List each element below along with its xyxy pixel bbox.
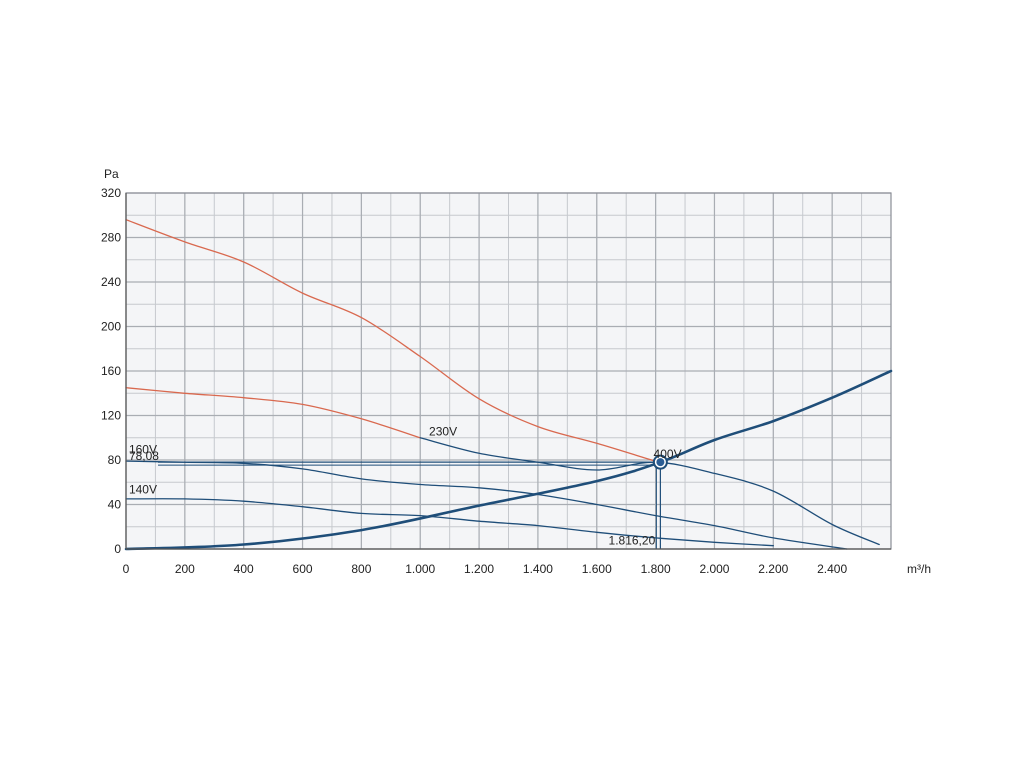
y-tick-label: 80 (108, 453, 122, 467)
series-line-400v (125, 219, 660, 463)
series-layer (124, 219, 893, 551)
series-line-160v (125, 460, 848, 550)
annotation-label: 400V (654, 447, 682, 461)
x-tick-label: 600 (293, 562, 313, 576)
x-tick-label: 1.400 (523, 562, 553, 576)
axis-layer: 0 200 400 600 800 1.000 1.200 1.400 1.600 1.800 2.… (101, 186, 891, 576)
annotation-label: 1.816,20 (609, 534, 656, 548)
annotation-label: 160V (129, 442, 157, 456)
x-tick-label: 400 (234, 562, 254, 576)
annotation-label: 230V (429, 425, 457, 439)
x-tick-label: 2.400 (817, 562, 847, 576)
x-tick-label: 0 (123, 562, 130, 576)
x-tick-label: 1.600 (582, 562, 612, 576)
x-tick-label: 200 (175, 562, 195, 576)
x-tick-label: 2.000 (699, 562, 729, 576)
x-tick-label: 1.000 (405, 562, 435, 576)
series-line-230v (125, 387, 421, 439)
y-tick-label: 160 (101, 364, 121, 378)
operating-point-marker-core (656, 458, 665, 467)
x-tick-label: 800 (351, 562, 371, 576)
y-tick-label: 0 (114, 542, 121, 556)
y-axis-unit: Pa (104, 167, 119, 181)
y-tick-label: 280 (101, 231, 121, 245)
y-tick-label: 40 (108, 498, 122, 512)
x-tick-label: 2.200 (758, 562, 788, 576)
x-tick-label: 1.800 (641, 562, 671, 576)
x-tick-label: 1.200 (464, 562, 494, 576)
y-tick-label: 120 (101, 409, 121, 423)
x-axis-unit: m³/h (907, 562, 931, 576)
y-tick-label: 320 (101, 186, 121, 200)
series-line (124, 369, 893, 551)
y-tick-label: 200 (101, 320, 121, 334)
annotation-label: 140V (129, 482, 157, 496)
annotation-label: 78,08 (129, 449, 159, 463)
y-tick-label: 240 (101, 275, 121, 289)
